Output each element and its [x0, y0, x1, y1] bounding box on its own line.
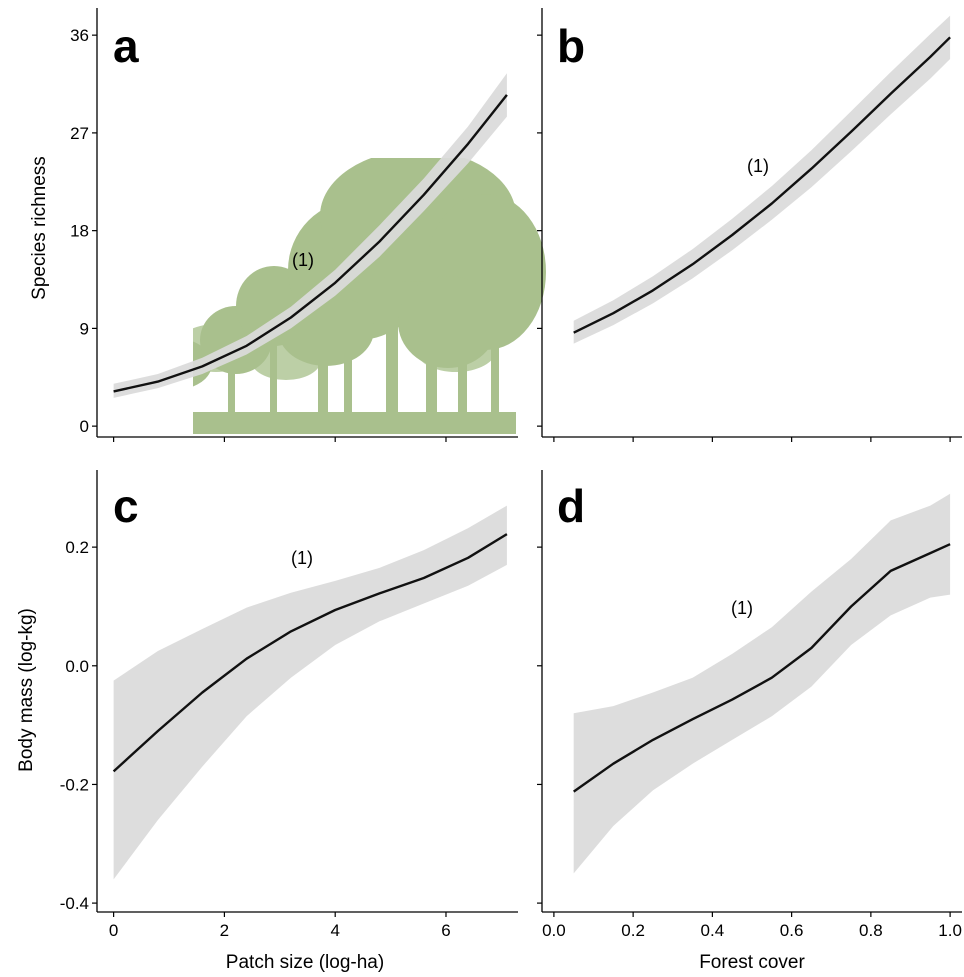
panel-letter: a — [113, 20, 139, 72]
panel-a: 0 9 18 27 36 a (1) — [70, 8, 546, 442]
x-tick-label: 2 — [220, 921, 229, 940]
y-tick-label: 0.2 — [65, 538, 89, 557]
model-annotation: (1) — [292, 250, 314, 270]
x-axis-title-right: Forest cover — [699, 952, 805, 973]
x-tick-label: 0.2 — [621, 921, 645, 940]
y-tick-label: 0 — [80, 417, 89, 436]
model-annotation: (1) — [731, 598, 753, 618]
y-tick-label: -0.4 — [60, 894, 89, 913]
y-tick-label: 18 — [70, 222, 89, 241]
fit-line — [113, 94, 508, 393]
panel-c: -0.4 -0.2 0.0 0.2 0 2 4 6 c (1) — [60, 470, 518, 940]
y-tick-label: 27 — [70, 124, 89, 143]
model-annotation: (1) — [747, 156, 769, 176]
model-annotation: (1) — [291, 548, 313, 568]
confidence-band — [113, 505, 507, 880]
x-axis-title-left: Patch size (log-ha) — [226, 952, 384, 973]
x-tick-label: 1.0 — [938, 921, 962, 940]
y-axis-title-top: Species richness — [29, 156, 50, 300]
x-tick-label: 6 — [441, 921, 450, 940]
y-tick-label: -0.2 — [60, 775, 89, 794]
x-tick-label: 0.4 — [701, 921, 725, 940]
fit-line — [573, 543, 951, 793]
fit-line — [112, 533, 508, 773]
x-tick-label: 0.6 — [780, 921, 804, 940]
x-tick-label: 0 — [109, 921, 118, 940]
y-tick-label: 0.0 — [65, 657, 89, 676]
panel-letter: c — [113, 480, 139, 532]
y-tick-label: 9 — [80, 319, 89, 338]
fit-line — [573, 36, 951, 334]
panel-d: 0.0 0.2 0.4 0.6 0.8 1.0 d (1) — [537, 470, 962, 940]
y-tick-label: 36 — [70, 26, 89, 45]
panel-letter: b — [557, 20, 585, 72]
y-axis-title-bottom: Body mass (log-kg) — [16, 608, 37, 772]
forest-silhouette-icon — [527, 150, 964, 434]
x-tick-label: 0.8 — [859, 921, 883, 940]
x-tick-label: 4 — [330, 921, 339, 940]
panel-letter: d — [557, 480, 585, 532]
x-tick-label: 0.0 — [542, 921, 566, 940]
panel-b: b (1) — [527, 8, 964, 442]
confidence-band — [573, 15, 951, 344]
